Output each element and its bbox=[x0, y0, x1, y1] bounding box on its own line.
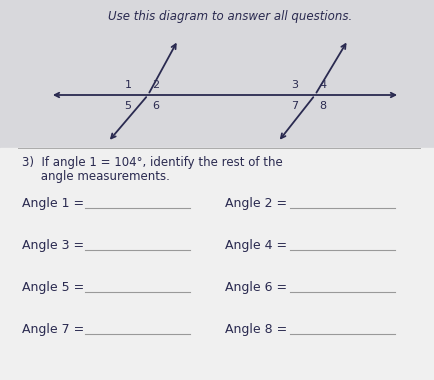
Text: 5: 5 bbox=[124, 101, 131, 111]
Text: Angle 6 =: Angle 6 = bbox=[224, 280, 290, 293]
Text: angle measurements.: angle measurements. bbox=[22, 170, 170, 183]
Text: 8: 8 bbox=[319, 101, 326, 111]
Text: Angle 2 =: Angle 2 = bbox=[224, 196, 290, 209]
Text: Angle 1 =: Angle 1 = bbox=[22, 196, 88, 209]
Text: 7: 7 bbox=[291, 101, 298, 111]
Text: 4: 4 bbox=[319, 80, 326, 90]
Text: Angle 4 =: Angle 4 = bbox=[224, 239, 290, 252]
Text: 1: 1 bbox=[124, 80, 131, 90]
Text: 2: 2 bbox=[152, 80, 159, 90]
Text: Angle 5 =: Angle 5 = bbox=[22, 280, 88, 293]
Text: Angle 3 =: Angle 3 = bbox=[22, 239, 88, 252]
Bar bbox=[0, 148, 434, 380]
Text: Angle 8 =: Angle 8 = bbox=[224, 323, 291, 336]
Bar bbox=[0, 0, 434, 148]
Text: 3: 3 bbox=[291, 80, 298, 90]
Text: Use this diagram to answer all questions.: Use this diagram to answer all questions… bbox=[108, 10, 351, 23]
Text: 3)  If angle 1 = 104°, identify the rest of the: 3) If angle 1 = 104°, identify the rest … bbox=[22, 156, 282, 169]
Text: Angle 7 =: Angle 7 = bbox=[22, 323, 88, 336]
Text: 6: 6 bbox=[152, 101, 159, 111]
